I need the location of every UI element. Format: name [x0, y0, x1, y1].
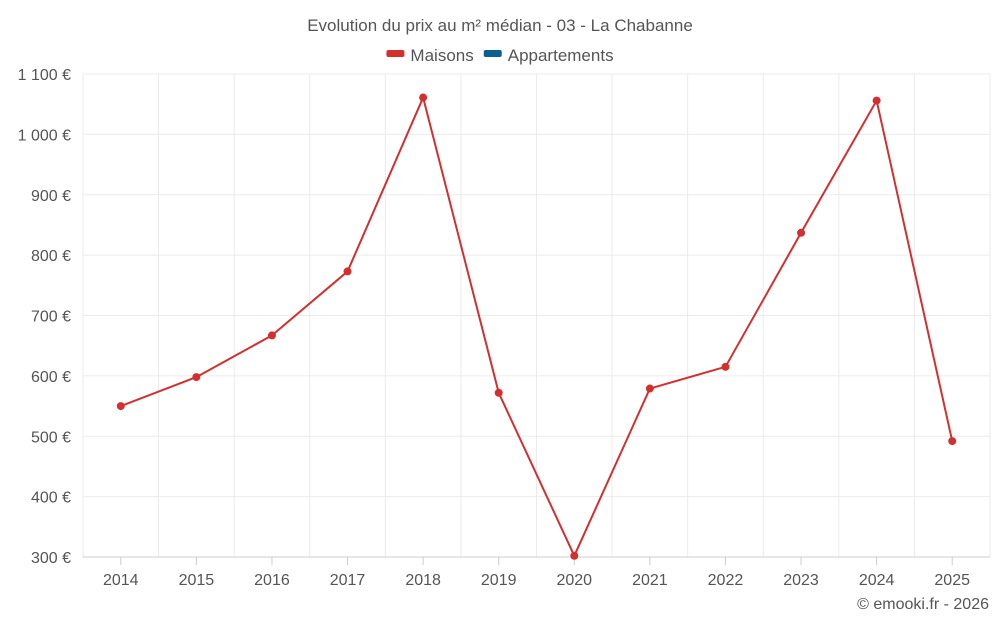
x-tick-label: 2018 [405, 572, 441, 589]
y-tick-label: 1 000 € [18, 127, 71, 144]
data-point[interactable] [645, 384, 654, 393]
x-tick-label: 2016 [254, 572, 290, 589]
y-tick-label: 400 € [31, 490, 71, 507]
y-tick-label: 800 € [31, 248, 71, 265]
legend-label: Appartements [508, 46, 614, 65]
data-point[interactable] [494, 388, 503, 397]
x-tick-label: 2022 [708, 572, 744, 589]
data-point[interactable] [419, 93, 428, 102]
x-tick-label: 2020 [556, 572, 592, 589]
y-tick-label: 900 € [31, 188, 71, 205]
y-tick-label: 500 € [31, 429, 71, 446]
x-tick-label: 2024 [859, 572, 895, 589]
chart-title: Evolution du prix au m² médian - 03 - La… [307, 16, 693, 35]
legend-swatch[interactable] [483, 50, 502, 57]
y-tick-label: 700 € [31, 309, 71, 326]
x-tick-label: 2019 [481, 572, 517, 589]
x-tick-label: 2017 [330, 572, 366, 589]
data-point[interactable] [797, 228, 806, 237]
data-point[interactable] [570, 551, 579, 560]
credit-text: © emooki.fr - 2026 [857, 596, 989, 613]
data-point[interactable] [948, 437, 957, 446]
data-point[interactable] [267, 331, 276, 340]
data-point[interactable] [116, 402, 125, 411]
x-tick-label: 2014 [103, 572, 139, 589]
legend: Maisons Appartements [386, 46, 614, 65]
x-tick-label: 2015 [179, 572, 215, 589]
grid [82, 73, 991, 557]
x-tick-label: 2025 [934, 572, 970, 589]
legend-swatch[interactable] [386, 50, 405, 57]
series-layer [116, 93, 957, 560]
y-tick-label: 600 € [31, 369, 71, 386]
x-tick-label: 2021 [632, 572, 668, 589]
y-tick-label: 1 100 € [18, 67, 71, 84]
data-point[interactable] [343, 267, 352, 276]
axes: 300 € 400 € 500 € 600 € 700 € 800 € 900 € 1 000… [18, 67, 990, 589]
data-point[interactable] [721, 362, 730, 371]
series-line [120, 96, 954, 557]
legend-label: Maisons [410, 46, 473, 65]
data-point[interactable] [192, 373, 201, 382]
y-tick-label: 300 € [31, 550, 71, 567]
data-point[interactable] [872, 96, 881, 105]
x-tick-label: 2023 [783, 572, 819, 589]
